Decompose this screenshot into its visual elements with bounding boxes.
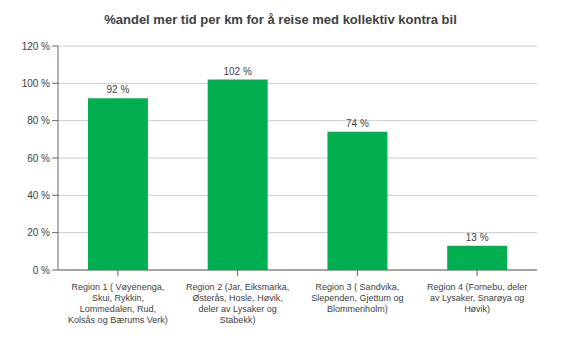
svg-text:80 %: 80 % (27, 115, 50, 126)
svg-text:60 %: 60 % (27, 153, 50, 164)
svg-text:20 %: 20 % (27, 227, 50, 238)
svg-text:100 %: 100 % (22, 78, 50, 89)
svg-text:Region 3 ( Sandvika,Slependen,: Region 3 ( Sandvika,Slependen, Gjettum o… (311, 282, 403, 314)
svg-text:92 %: 92 % (107, 84, 130, 95)
svg-text:102 %: 102 % (224, 66, 252, 77)
svg-text:120 %: 120 % (22, 41, 50, 52)
svg-text:74 %: 74 % (346, 118, 369, 129)
svg-text:0 %: 0 % (33, 265, 50, 276)
html-text:%andel mer tid per km for å re: %andel mer tid per km for å reise med ko… (104, 12, 457, 27)
svg-text:Region 4 (Fornebu, delerav Lys: Region 4 (Fornebu, delerav Lysaker, Snar… (427, 282, 527, 314)
svg-text:13 %: 13 % (466, 232, 489, 243)
svg-text:40 %: 40 % (27, 190, 50, 201)
svg-text:Region 1 ( Vøyenenga,Skui, Ryk: Region 1 ( Vøyenenga,Skui, Rykkin,Lommed… (68, 282, 168, 325)
svg-text:Region 2 (Jar, Eiksmarka,Øster: Region 2 (Jar, Eiksmarka,Østerås, Hosle,… (186, 282, 289, 325)
